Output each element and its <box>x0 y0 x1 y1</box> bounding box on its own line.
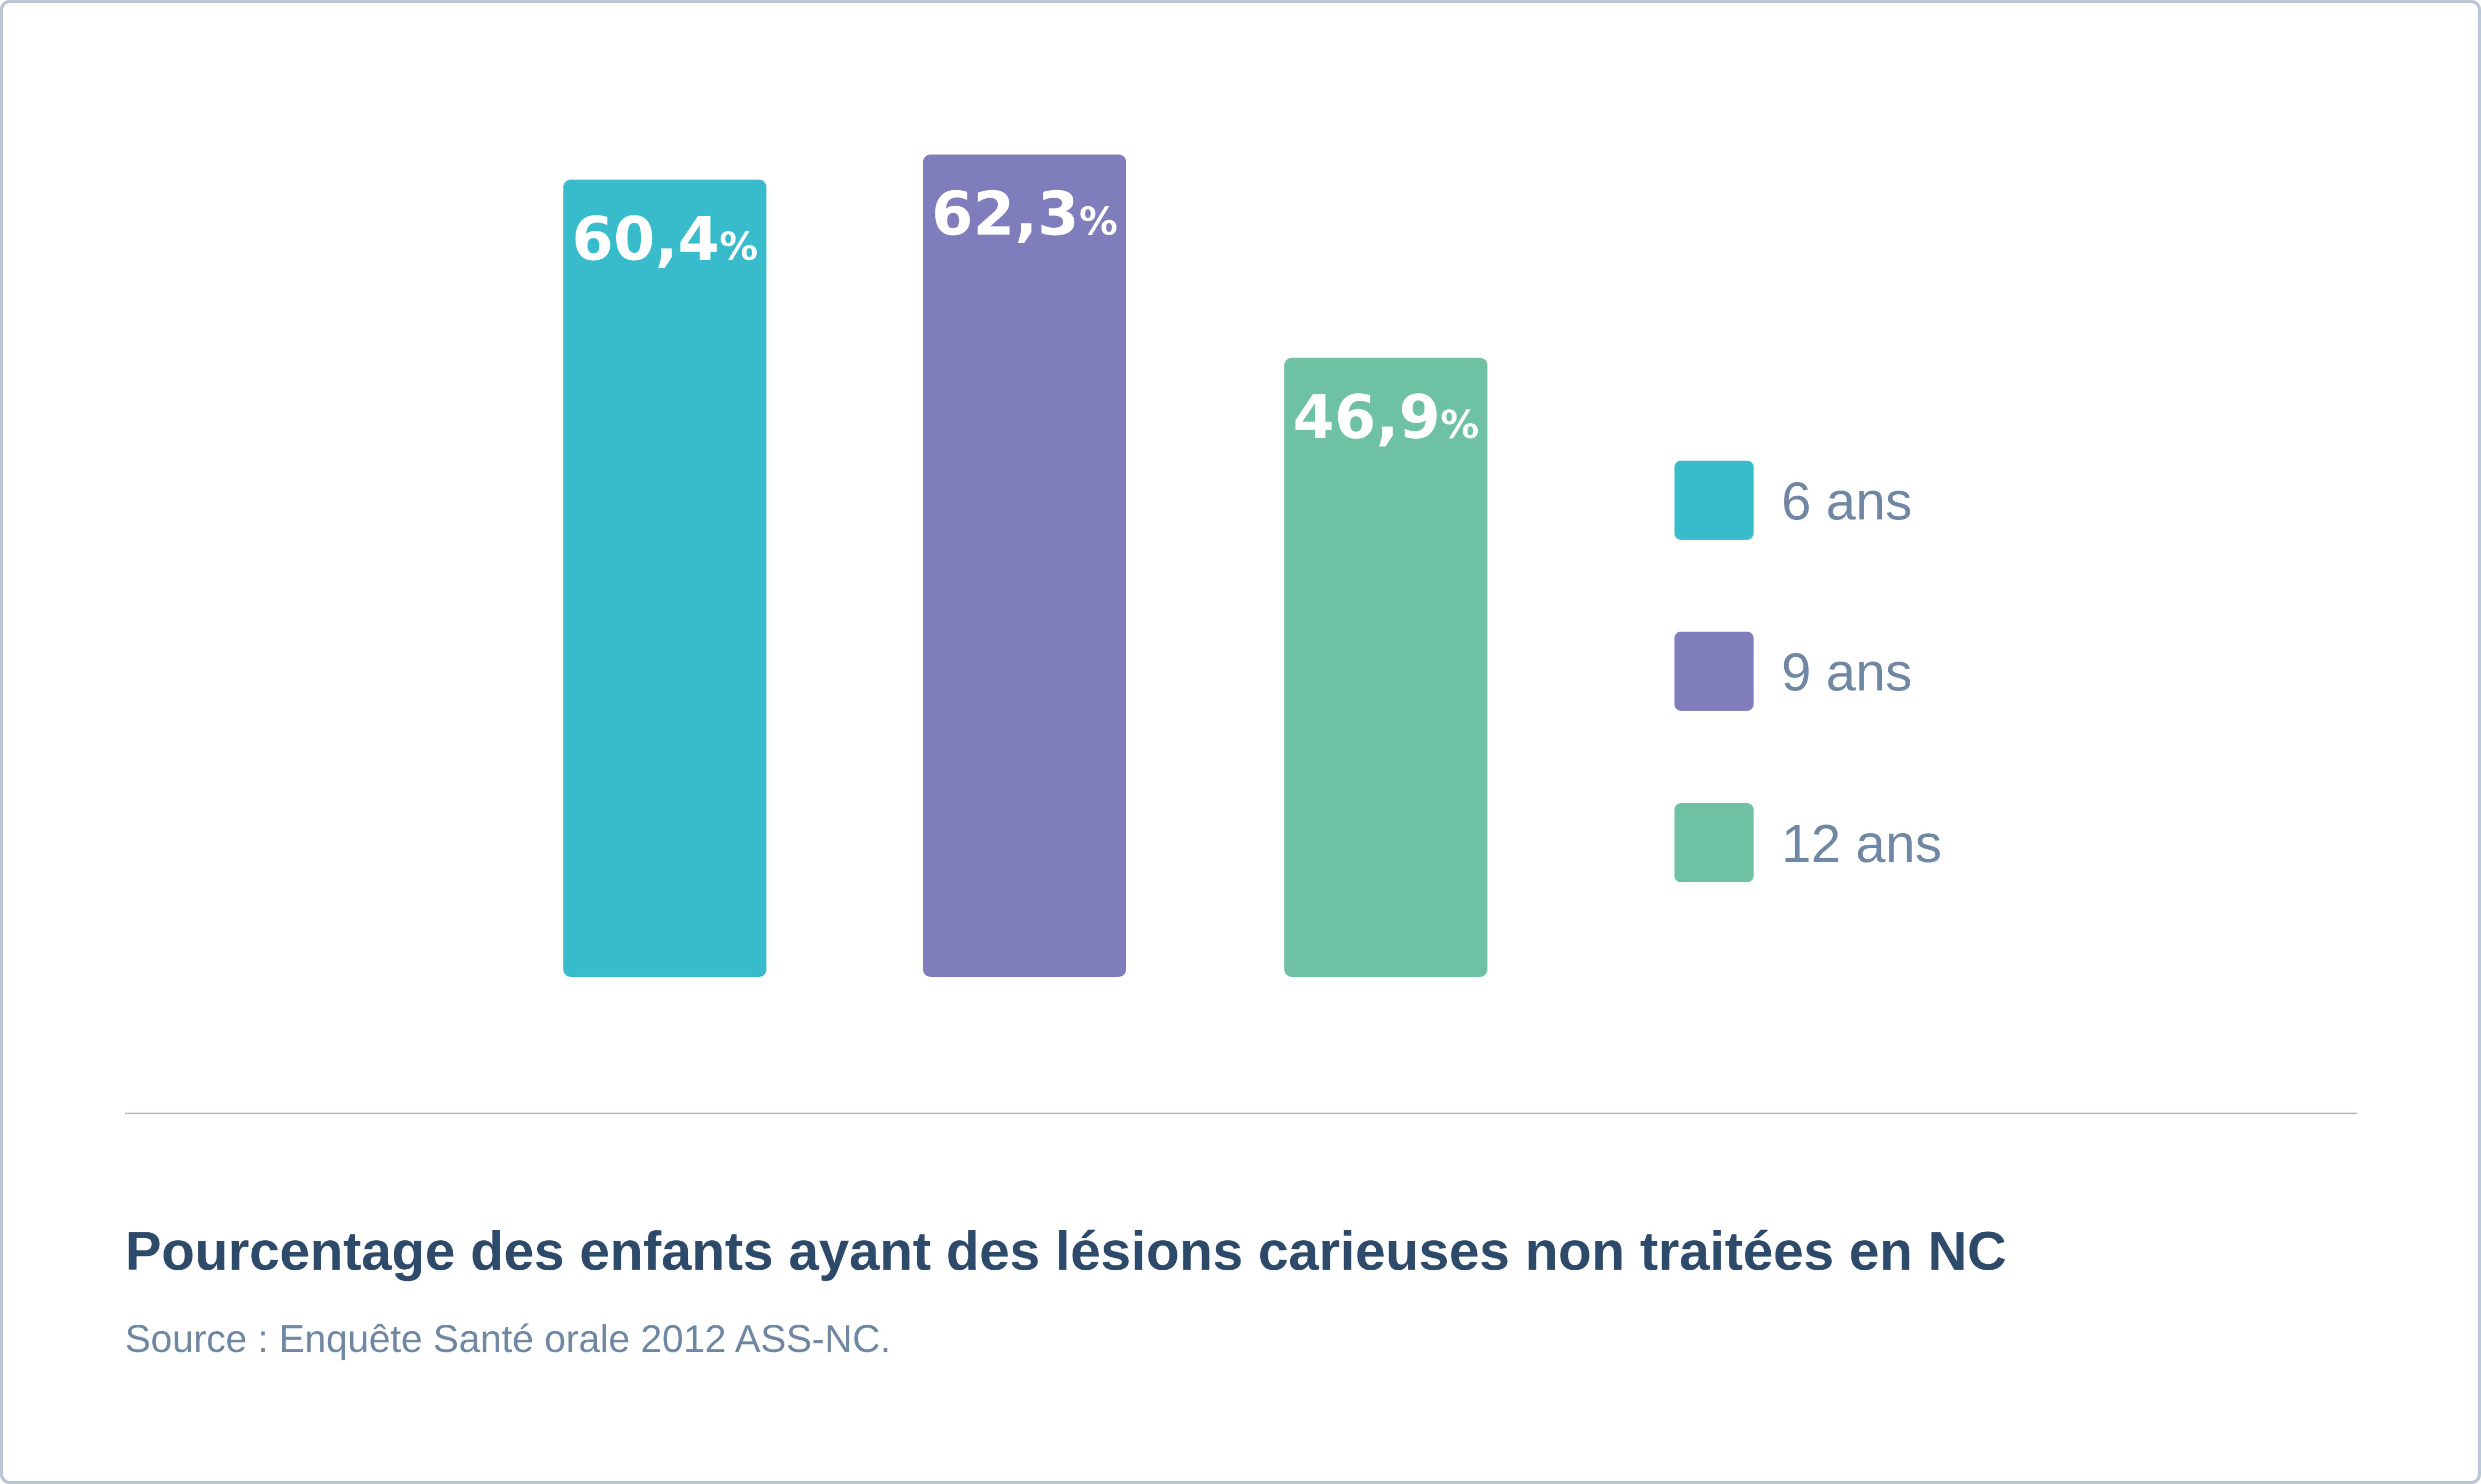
bar-9-ans <box>923 154 1126 977</box>
bar-12-ans <box>1284 358 1487 977</box>
legend-label: 12 ans <box>1781 814 1942 874</box>
legend-label: 6 ans <box>1781 471 1912 531</box>
bar-6-ans <box>563 180 766 977</box>
bar-value-label: 46,9% <box>1293 383 1479 453</box>
legend-label: 9 ans <box>1781 642 1912 702</box>
legend-swatch <box>1674 632 1754 711</box>
divider <box>125 1113 2357 1114</box>
bar-value-label: 62,3% <box>932 180 1118 249</box>
bars-group: 60,4% 62,3% 46,9% <box>563 154 1487 977</box>
legend-swatch <box>1674 803 1754 882</box>
chart-title: Pourcentage des enfants ayant des lésion… <box>125 1221 2007 1281</box>
legend-swatch <box>1674 461 1754 540</box>
chart-source: Source : Enquête Santé orale 2012 ASS-NC… <box>125 1318 891 1361</box>
legend: 6 ans 9 ans 12 ans <box>1674 461 1942 882</box>
bar-value-label: 60,4% <box>572 205 758 274</box>
